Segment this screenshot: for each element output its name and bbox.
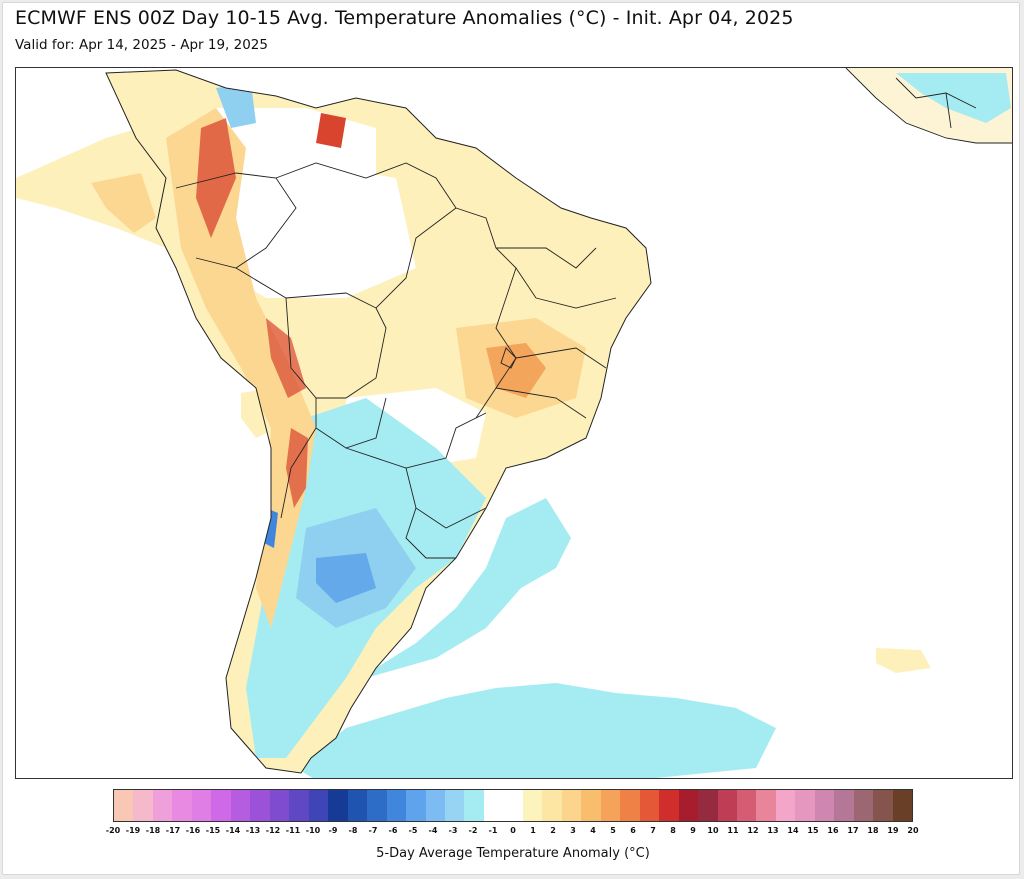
colorbar-cell: [814, 790, 835, 821]
map-svg: [16, 68, 1012, 778]
colorbar-tick-label: -15: [205, 826, 221, 835]
colorbar: [113, 789, 913, 822]
colorbar-cell: [678, 790, 699, 821]
colorbar-cell: [600, 790, 621, 821]
colorbar-tick-label: -11: [285, 826, 301, 835]
colorbar-cell: [328, 790, 348, 821]
colorbar-tick-label: 11: [727, 826, 739, 835]
colorbar-cell: [522, 790, 543, 821]
colorbar-tick-label: 16: [827, 826, 839, 835]
colorbar-cell: [483, 790, 504, 821]
colorbar-tick-label: -3: [448, 826, 458, 835]
colorbar-cell: [289, 790, 309, 821]
colorbar-tick-label: -20: [105, 826, 121, 835]
colorbar-cell: [542, 790, 562, 821]
colorbar-tick-label: 2: [550, 826, 556, 835]
colorbar-cell: [464, 790, 484, 821]
colorbar-tick-label: 10: [707, 826, 719, 835]
colorbar-tick-label: 19: [887, 826, 899, 835]
colorbar-cell: [172, 790, 192, 821]
colorbar-cell: [250, 790, 270, 821]
pacific-warm-core: [91, 173, 156, 233]
valid-period: Valid for: Apr 14, 2025 - Apr 19, 2025: [15, 37, 268, 53]
colorbar-cell: [444, 790, 465, 821]
africa-borders: [845, 68, 1012, 144]
colorbar-tick-label: 7: [650, 826, 656, 835]
colorbar-tick-label: 5: [610, 826, 616, 835]
colorbar-tick-label: 15: [807, 826, 819, 835]
colorbar-cell: [717, 790, 737, 821]
colorbar-tick-label: -17: [165, 826, 181, 835]
colorbar-tick-label: 13: [767, 826, 779, 835]
colorbar-tick-label: -12: [265, 826, 281, 835]
colorbar-tick-label: 9: [690, 826, 696, 835]
colorbar-cell: [737, 790, 757, 821]
colorbar-tick-label: 20: [907, 826, 919, 835]
colorbar-cell: [795, 790, 815, 821]
colorbar-tick-label: -8: [348, 826, 358, 835]
colorbar-cell: [853, 790, 874, 821]
colorbar-tick-label: 4: [590, 826, 596, 835]
colorbar-cell: [406, 790, 426, 821]
colorbar-cell: [152, 790, 173, 821]
africa-coast-warm: [876, 648, 931, 673]
colorbar-tick-label: 3: [570, 826, 576, 835]
colorbar-cell: [386, 790, 407, 821]
colorbar-tick-label: -6: [388, 826, 398, 835]
colorbar-tick-label: -9: [328, 826, 338, 835]
colorbar-tick-label: -14: [225, 826, 241, 835]
colorbar-cell: [659, 790, 679, 821]
colorbar-cell: [756, 790, 776, 821]
colorbar-tick-label: -4: [428, 826, 438, 835]
colorbar-tick-label: -1: [488, 826, 498, 835]
colorbar-cell: [873, 790, 893, 821]
africa-cool: [896, 73, 1011, 123]
page-title: ECMWF ENS 00Z Day 10-15 Avg. Temperature…: [15, 7, 794, 29]
colorbar-cell: [892, 790, 913, 821]
colorbar-cell: [347, 790, 368, 821]
colorbar-tick-label: 14: [787, 826, 799, 835]
colorbar-cell: [133, 790, 153, 821]
colorbar-cell: [230, 790, 251, 821]
colorbar-label: 5-Day Average Temperature Anomaly (°C): [376, 846, 650, 861]
atlantic-cool-band: [366, 498, 571, 678]
colorbar-ticks: -20 -19 -18 -17 -16 -15 -14 -13 -12 -11 -10 -9 -8 -7-…: [106, 826, 919, 838]
colorbar-cell: [775, 790, 796, 821]
colorbar-tick-label: -10: [305, 826, 321, 835]
colorbar-cell: [269, 790, 290, 821]
colorbar-cell: [503, 790, 523, 821]
colorbar-cell: [639, 790, 660, 821]
colorbar-tick-label: -16: [185, 826, 201, 835]
colorbar-tick-label: -13: [245, 826, 261, 835]
colorbar-tick-label: 8: [670, 826, 676, 835]
colorbar-tick-label: 0: [510, 826, 516, 835]
colorbar-cell: [367, 790, 387, 821]
colorbar-tick-label: -19: [125, 826, 141, 835]
colorbar-tick-label: 17: [847, 826, 859, 835]
country-borders: [175, 162, 617, 559]
colorbar-cell: [114, 790, 134, 821]
south-atlantic-cool: [296, 683, 776, 778]
colorbar-tick-label: -7: [368, 826, 378, 835]
colorbar-tick-label: -2: [468, 826, 478, 835]
colorbar-cell: [561, 790, 582, 821]
colorbar-cell: [425, 790, 445, 821]
colorbar-cell: [581, 790, 601, 821]
colorbar-tick-label: 12: [747, 826, 759, 835]
colorbar-tick-label: 18: [867, 826, 879, 835]
colorbar-tick-label: -18: [145, 826, 161, 835]
colorbar-cell: [191, 790, 212, 821]
colorbar-cell: [620, 790, 640, 821]
colorbar-cell: [834, 790, 854, 821]
colorbar-cell: [308, 790, 329, 821]
colorbar-cell: [698, 790, 718, 821]
colorbar-tick-label: 6: [630, 826, 636, 835]
colorbar-tick-label: 1: [530, 826, 536, 835]
colorbar-tick-label: -5: [408, 826, 418, 835]
colorbar-cell: [211, 790, 231, 821]
anomaly-map: [15, 67, 1013, 779]
